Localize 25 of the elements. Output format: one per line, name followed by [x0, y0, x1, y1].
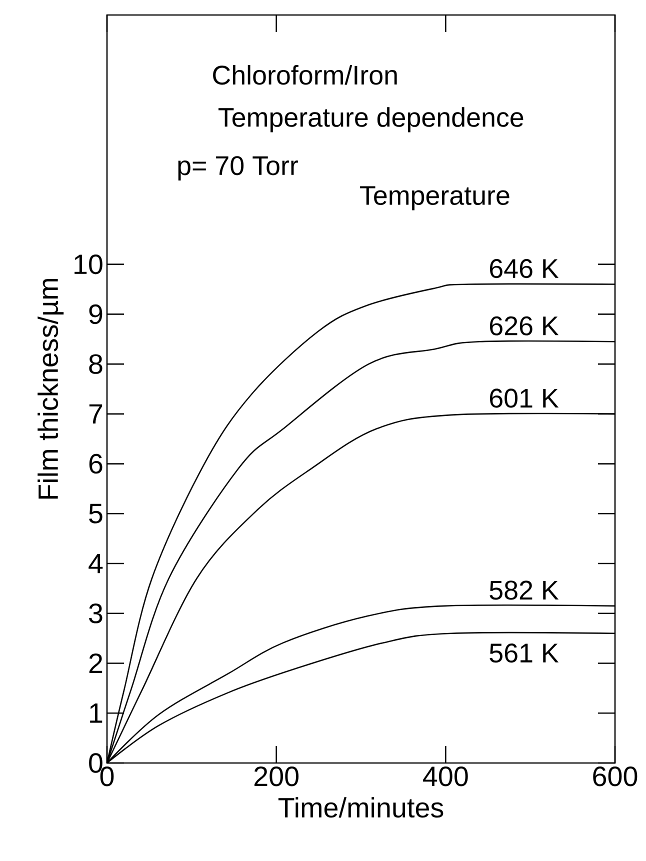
text: Temperature dependence: [218, 107, 524, 132]
y-tick-label: 8: [89, 354, 102, 374]
y-tick-label: 5: [89, 504, 102, 524]
y-tick-label: 1: [90, 704, 102, 723]
y-tick-label: 10: [74, 254, 102, 274]
text: Chloroform/Iron: [213, 64, 397, 85]
legend-title: Temperature: [360, 186, 510, 210]
x-tick-label: 600: [593, 766, 638, 786]
x-axis-title: Time/minutes: [278, 797, 444, 818]
y-tick-label: 6: [89, 454, 102, 474]
legend-label: 646 K: [490, 259, 559, 278]
y-tick-label: 7: [89, 404, 102, 424]
y-tick-label: 2: [89, 654, 102, 674]
y-tick-label: 9: [89, 304, 102, 324]
y-tick-label: 4: [88, 554, 103, 574]
annotation: p= 70 Torr: [178, 156, 298, 181]
legend-label: 601 K: [490, 388, 559, 408]
legend-label: 561 K: [490, 644, 559, 663]
series-label: 582 K: [490, 580, 559, 600]
x-tick-label: 400: [423, 766, 468, 786]
y-tick-label: 0: [89, 753, 102, 773]
legend-label: 626 K: [490, 316, 559, 336]
y-tick-label: 3: [89, 604, 102, 624]
y-axis-title: Film thickness/µm: [38, 279, 64, 499]
x-tick-label: 200: [254, 766, 299, 786]
